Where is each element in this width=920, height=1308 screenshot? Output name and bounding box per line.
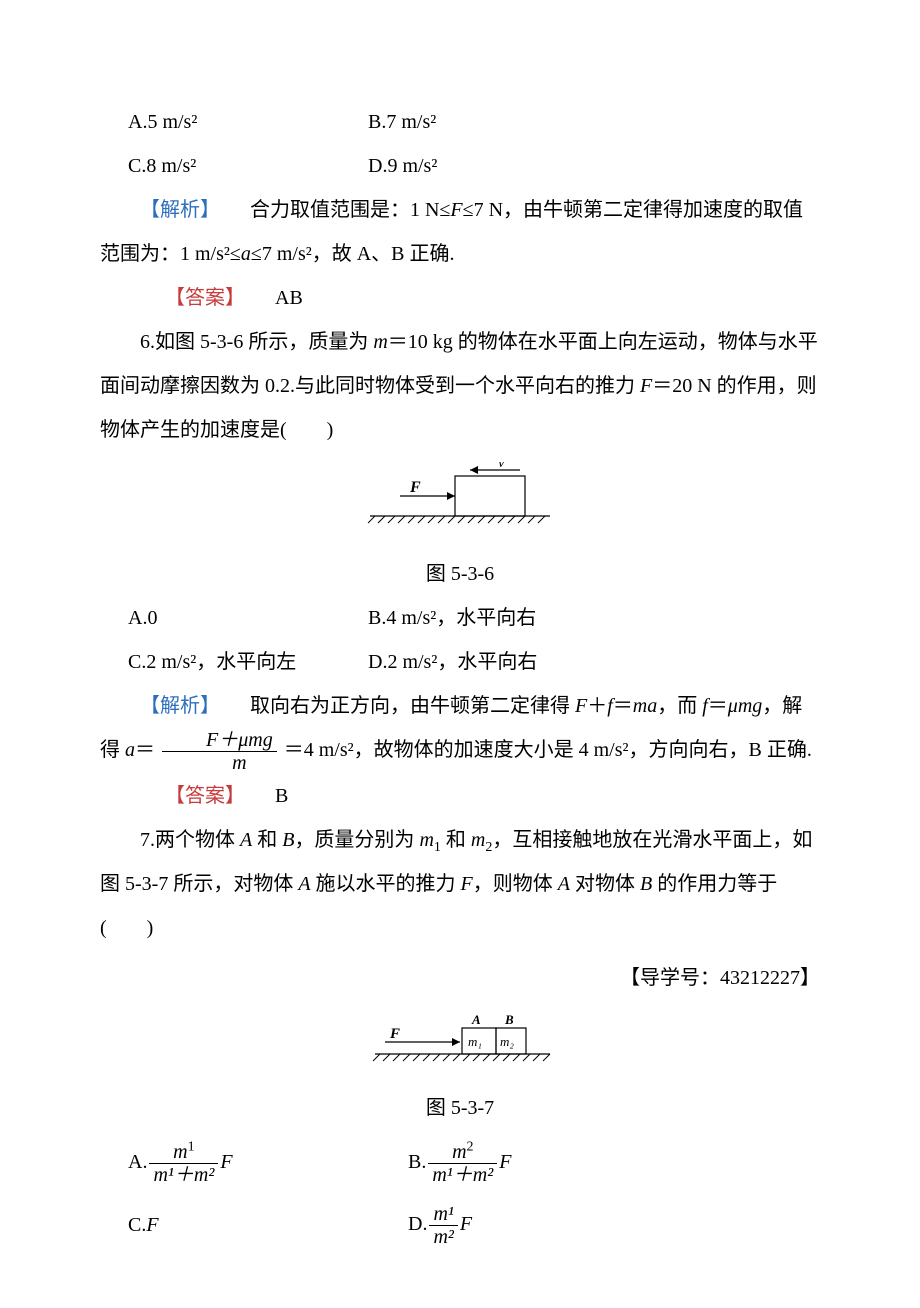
q7-figure: F A B m₁ m₂: [100, 1014, 820, 1082]
q6-answer-text: B: [275, 785, 288, 807]
q7-fig-a-label: A: [471, 1014, 481, 1027]
q5-options-row2: C.8 m/s² D.9 m/s²: [128, 144, 848, 188]
q6-option-b: B.4 m/s²，水平向右: [368, 596, 608, 640]
q7-b-suffix: F: [499, 1151, 511, 1173]
q7-option-a: A. m1 m¹＋m² F: [128, 1140, 408, 1186]
q7-c-text: F: [146, 1214, 158, 1236]
q6-stem: 6.如图 5-3-6 所示，质量为 m＝10 kg 的物体在水平面上向左运动，物…: [100, 320, 820, 452]
q7-a-suffix: F: [220, 1151, 232, 1173]
analysis-label: 【解析】: [140, 199, 220, 221]
q6-frac-den: m: [162, 752, 277, 774]
q6-stem-pre: 6.如图 5-3-6 所示，质量为: [140, 331, 373, 353]
q7-c-prefix: C.: [128, 1214, 146, 1236]
q6-option-a: A.0: [128, 596, 368, 640]
q7-d-suffix: F: [460, 1213, 472, 1235]
q7-daoxue: 【导学号：43212227】: [100, 956, 820, 1000]
answer-label: 【答案】: [165, 287, 245, 309]
q6-answer: 【答案】 B: [100, 774, 820, 818]
q5-answer-text: AB: [275, 287, 303, 309]
q5-option-a: A.5 m/s²: [128, 100, 368, 144]
q6-frac-num: F＋μmg: [162, 729, 277, 752]
q6-stem-F: F: [640, 375, 652, 397]
q7-option-b: B. m2 m¹＋m² F: [408, 1140, 688, 1186]
q7-fig-m2-label: m₂: [500, 1034, 514, 1049]
q6-analysis-frac: F＋μmg m: [162, 729, 277, 774]
q6-options-row1: A.0 B.4 m/s²，水平向右: [128, 596, 848, 640]
q7-a-frac: m1 m¹＋m²: [149, 1141, 218, 1186]
q7-option-c: C.F: [128, 1203, 408, 1247]
q5-analysis: 【解析】 合力取值范围是：1 N≤F≤7 N，由牛顿第二定律得加速度的取值范围为…: [100, 188, 820, 276]
q7-stem: 7.两个物体 A 和 B，质量分别为 m1 和 m2，互相接触地放在光滑水平面上…: [100, 818, 820, 950]
q6-option-d: D.2 m/s²，水平向右: [368, 640, 608, 684]
analysis-label-2: 【解析】: [140, 695, 220, 717]
q7-fig-f-label: F: [389, 1026, 400, 1042]
answer-label-2: 【答案】: [165, 785, 245, 807]
q7-fig-b-label: B: [504, 1014, 514, 1027]
q7-a-prefix: A.: [128, 1151, 147, 1173]
q6-stem-m: m: [373, 331, 387, 353]
q7-d-prefix: D.: [408, 1213, 427, 1235]
q5-option-c: C.8 m/s²: [128, 144, 368, 188]
q7-stem-text: 7.两个物体 A 和 B，质量分别为 m1 和 m2，互相接触地放在光滑水平面上…: [100, 829, 812, 939]
q7-b-frac: m2 m¹＋m²: [428, 1141, 497, 1186]
q6-option-c: C.2 m/s²，水平向左: [128, 640, 368, 684]
q7-option-d: D. m¹ m² F: [408, 1202, 688, 1248]
q6-fig-v-label: v: [498, 462, 505, 471]
q5-option-b: B.7 m/s²: [368, 100, 608, 144]
q6-analysis: 【解析】 取向右为正方向，由牛顿第二定律得 F＋f＝ma，而 f＝μmg，解得 …: [100, 684, 820, 774]
page: A.5 m/s² B.7 m/s² C.8 m/s² D.9 m/s² 【解析】…: [0, 0, 920, 1308]
q5-options-row1: A.5 m/s² B.7 m/s²: [128, 100, 848, 144]
q7-options-row2: C.F D. m¹ m² F: [128, 1202, 848, 1248]
q6-fig-f-label: F: [409, 479, 421, 496]
q7-figure-svg: F A B m₁ m₂: [350, 1014, 570, 1074]
q7-fig-m1-label: m₁: [468, 1034, 482, 1049]
q5-answer: 【答案】 AB: [100, 276, 820, 320]
q6-fig-caption: 图 5-3-6: [100, 552, 820, 596]
q7-d-frac: m¹ m²: [429, 1203, 457, 1248]
q7-options-row1: A. m1 m¹＋m² F B. m2 m¹＋m² F: [128, 1140, 848, 1186]
q7-b-prefix: B.: [408, 1151, 426, 1173]
q6-figure-svg: v F: [350, 462, 570, 540]
q5-option-d: D.9 m/s²: [368, 144, 608, 188]
q6-analysis-post: ＝4 m/s²，故物体的加速度大小是 4 m/s²，方向向右，B 正确.: [284, 739, 812, 761]
q7-fig-caption: 图 5-3-7: [100, 1086, 820, 1130]
q6-options-row2: C.2 m/s²，水平向左 D.2 m/s²，水平向右: [128, 640, 848, 684]
q6-figure: v F: [100, 462, 820, 548]
